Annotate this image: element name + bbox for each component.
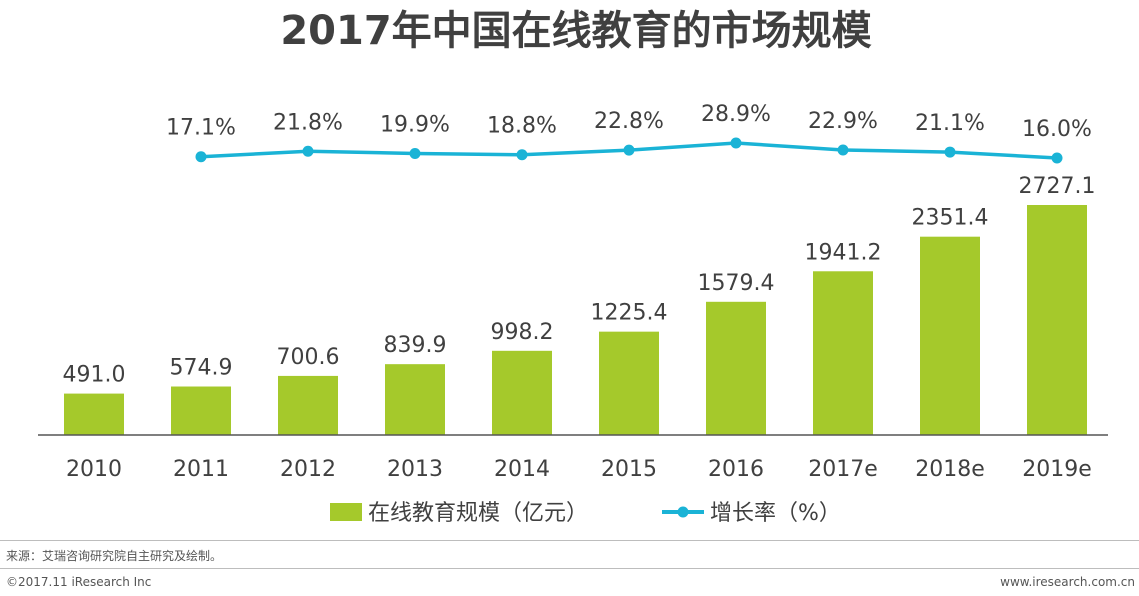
growth-point: [1051, 152, 1063, 164]
chart: 2017年中国在线教育的市场规模 17.1% 21.8% 19.9% 18.8% 22.…: [38, 8, 1108, 526]
bar-value-label: 998.2: [491, 320, 554, 345]
bar-2014: [492, 350, 552, 435]
bar-value-label: 839.9: [384, 333, 447, 358]
website-link[interactable]: www.iresearch.com.cn: [1000, 575, 1135, 589]
source-note: 来源：艾瑞咨询研究院自主研究及绘制。: [6, 549, 223, 563]
growth-value-label: 18.8%: [487, 114, 557, 139]
bar-value-label: 574.9: [170, 356, 233, 381]
growth-line-group: 17.1% 21.8% 19.9% 18.8% 22.8% 28.9% 22.9% 21.1%…: [166, 102, 1092, 164]
growth-point: [944, 146, 956, 158]
bar-2016: [706, 301, 766, 435]
growth-point: [623, 144, 635, 156]
legend-bar-label: 在线教育规模（亿元）: [368, 501, 588, 526]
x-tick-label: 2019e: [1022, 457, 1092, 482]
legend-bar-swatch: [330, 503, 362, 521]
x-tick-label: 2017e: [808, 457, 878, 482]
growth-value-label: 21.8%: [273, 110, 343, 135]
bar-2017e: [813, 271, 873, 435]
footer-divider: [0, 540, 1139, 541]
x-tick-label: 2012: [280, 457, 336, 482]
growth-value-label: 17.1%: [166, 116, 236, 141]
bar-value-label: 491.0: [63, 363, 126, 388]
bar-2010: [64, 393, 124, 435]
bars-group: 491.0 2010 574.9 2011 700.6 2012 839.9 2013 998.…: [63, 174, 1096, 482]
bar-value-label: 1225.4: [591, 301, 668, 326]
x-tick-label: 2016: [708, 457, 764, 482]
bar-value-label: 1579.4: [698, 271, 775, 296]
bar-value-label: 1941.2: [805, 240, 882, 265]
x-tick-label: 2018e: [915, 457, 985, 482]
bar-2013: [385, 364, 445, 435]
bar-2012: [278, 375, 338, 435]
growth-value-label: 22.8%: [594, 109, 664, 134]
footer-divider-bottom: [0, 568, 1139, 569]
bar-value-label: 700.6: [277, 345, 340, 370]
bar-2011: [171, 386, 231, 435]
growth-point: [516, 149, 528, 161]
bar-value-label: 2727.1: [1019, 174, 1096, 199]
copyright: ©2017.11 iResearch Inc: [6, 575, 152, 589]
x-tick-label: 2013: [387, 457, 443, 482]
growth-point: [195, 151, 207, 163]
bar-value-label: 2351.4: [912, 206, 989, 231]
growth-value-label: 16.0%: [1022, 117, 1092, 142]
chart-title: 2017年中国在线教育的市场规模: [280, 8, 871, 54]
x-tick-label: 2014: [494, 457, 550, 482]
x-tick-label: 2015: [601, 457, 657, 482]
legend-line-label: 增长率（%）: [710, 501, 841, 526]
legend-line-marker: [677, 506, 689, 518]
x-tick-label: 2011: [173, 457, 229, 482]
growth-value-label: 22.9%: [808, 109, 878, 134]
growth-value-label: 21.1%: [915, 111, 985, 136]
growth-value-label: 28.9%: [701, 102, 771, 127]
bar-2019e: [1027, 205, 1087, 435]
growth-point: [730, 137, 742, 149]
growth-value-label: 19.9%: [380, 112, 450, 137]
bar-2018e: [920, 236, 980, 435]
x-tick-label: 2010: [66, 457, 122, 482]
growth-point: [837, 144, 849, 156]
legend: 在线教育规模（亿元） 增长率（%）: [330, 501, 841, 526]
bar-2015: [599, 331, 659, 435]
growth-point: [302, 145, 314, 157]
growth-point: [409, 147, 421, 159]
